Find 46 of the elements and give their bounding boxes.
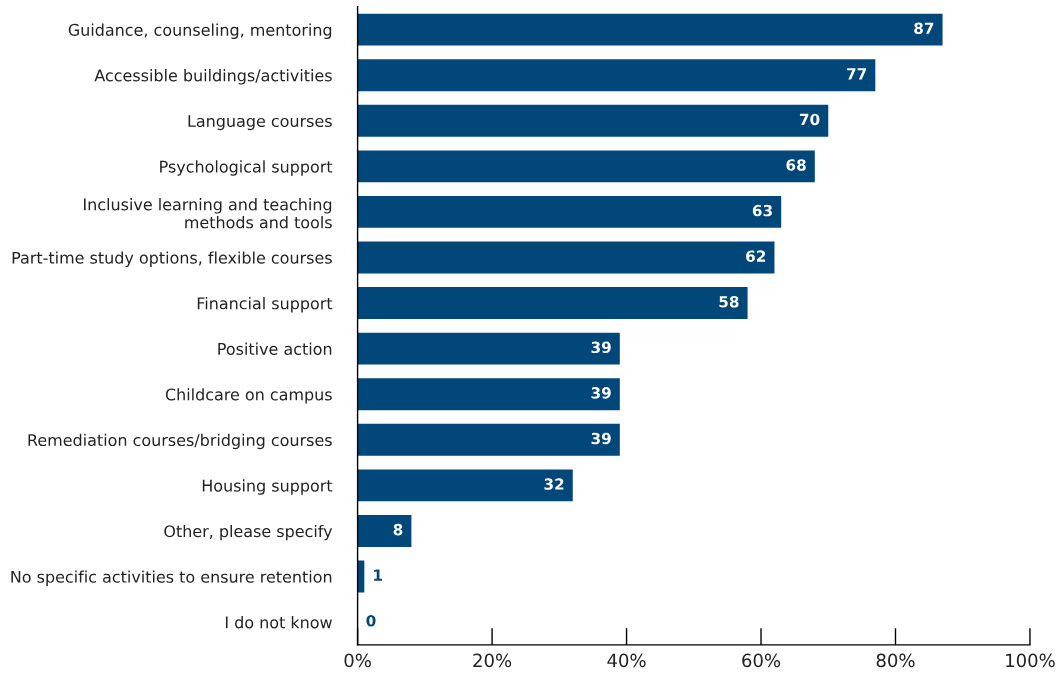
y-tick-label: I do not know bbox=[225, 616, 332, 629]
data-label: 1 bbox=[374, 569, 382, 581]
data-label: 32 bbox=[544, 478, 564, 490]
y-tick-label: Accessible buildings/activities bbox=[94, 69, 332, 85]
data-label: 58 bbox=[719, 295, 739, 308]
y-tick-label: Other, please specify bbox=[164, 524, 333, 541]
data-label: 68 bbox=[786, 159, 806, 171]
y-tick-label: Housing support bbox=[202, 479, 333, 495]
x-tick-label: 60% bbox=[742, 653, 781, 668]
x-tick-label: 20% bbox=[473, 653, 512, 668]
data-label: 39 bbox=[591, 432, 611, 445]
bar bbox=[357, 332, 620, 365]
bar bbox=[357, 241, 775, 274]
y-tick-label: Part-time study options, flexible courses bbox=[12, 251, 332, 267]
data-label: 62 bbox=[746, 250, 766, 262]
data-label: 77 bbox=[847, 68, 867, 80]
data-label: 70 bbox=[799, 113, 820, 126]
y-tick-label: Inclusive learning and teaching methods and tools bbox=[84, 198, 332, 229]
bar bbox=[357, 287, 748, 320]
bar bbox=[357, 59, 876, 92]
x-tick-label: 40% bbox=[607, 653, 646, 668]
bar bbox=[357, 423, 620, 456]
bar bbox=[357, 515, 412, 547]
y-tick-label: Childcare on campus bbox=[165, 388, 332, 404]
x-tick-label: 100% bbox=[1006, 653, 1055, 668]
data-label: 87 bbox=[914, 22, 934, 35]
x-tick-label: 80% bbox=[876, 653, 915, 668]
data-label: 39 bbox=[591, 387, 611, 399]
bar bbox=[357, 104, 829, 137]
y-tick-label: Guidance, counseling, mentoring bbox=[68, 23, 332, 39]
y-tick-label: Positive action bbox=[218, 342, 332, 355]
data-label: 39 bbox=[591, 341, 611, 354]
bar bbox=[357, 13, 943, 46]
bar bbox=[357, 195, 782, 228]
y-tick-label: Remediation courses/bridging courses bbox=[28, 433, 332, 450]
data-label: 8 bbox=[393, 523, 403, 536]
y-tick-label: No specific activities to ensure retention bbox=[11, 570, 332, 586]
y-tick-label: Psychological support bbox=[160, 160, 333, 176]
bar bbox=[357, 150, 815, 183]
y-tick-label: Financial support bbox=[197, 297, 333, 313]
x-tick-label: 0% bbox=[344, 653, 371, 668]
bar bbox=[357, 378, 620, 411]
y-tick-label: Language courses bbox=[188, 115, 332, 131]
data-label: 63 bbox=[752, 204, 772, 217]
bar bbox=[357, 469, 573, 502]
data-label: 0 bbox=[366, 614, 376, 627]
